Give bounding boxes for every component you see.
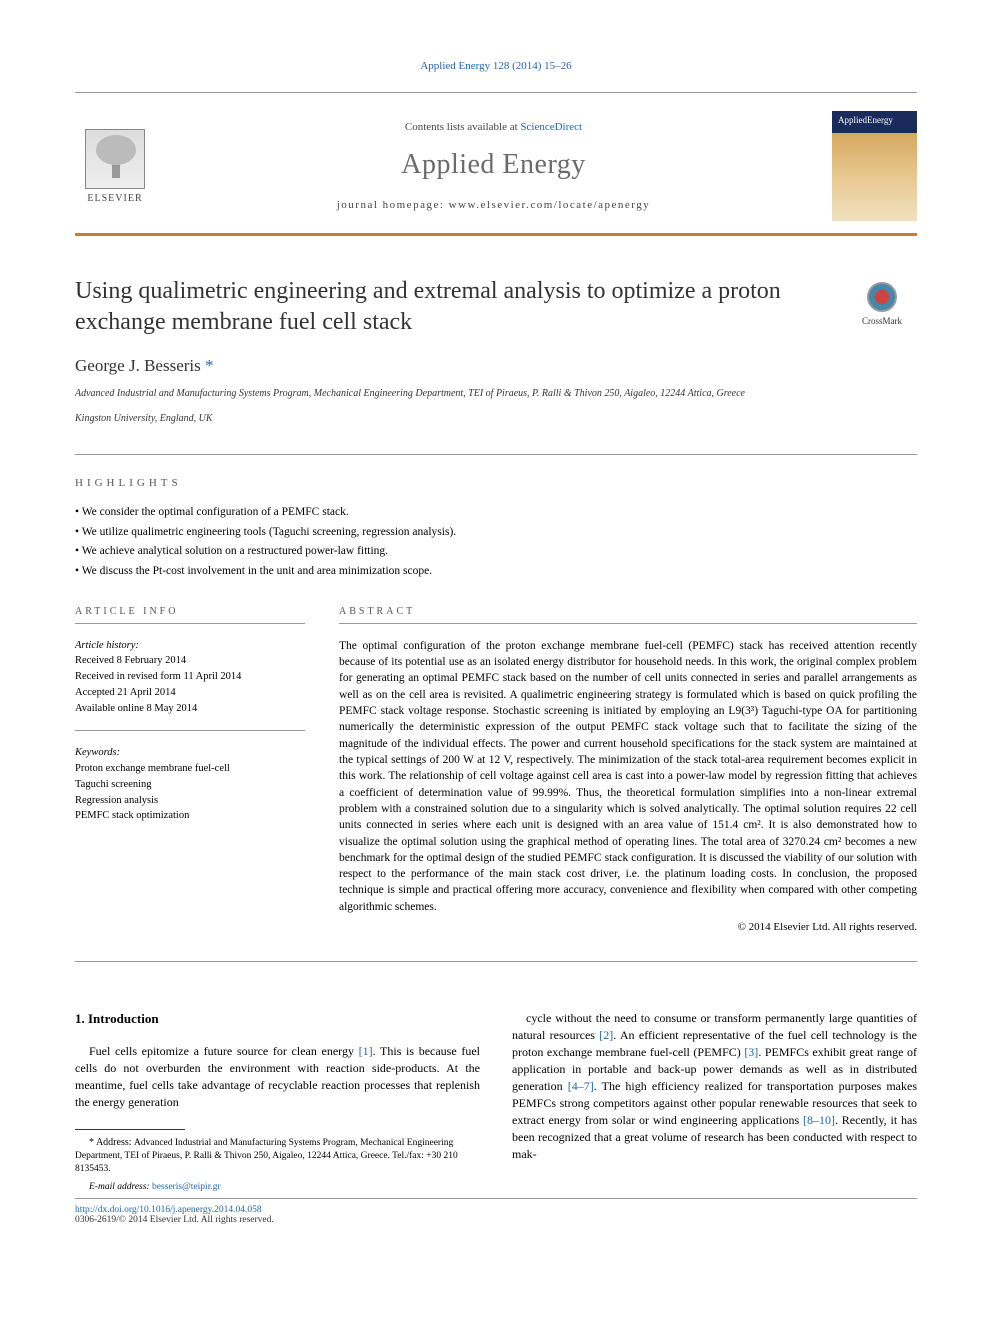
ref-link[interactable]: [8–10] bbox=[803, 1113, 835, 1127]
keyword-item: PEMFC stack optimization bbox=[75, 808, 305, 824]
abstract-copyright: © 2014 Elsevier Ltd. All rights reserved… bbox=[339, 921, 917, 933]
footnote-symbol: * Address: bbox=[89, 1137, 134, 1148]
keywords-block: Keywords: Proton exchange membrane fuel-… bbox=[75, 745, 305, 824]
author-name: George J. Besseris * bbox=[75, 356, 917, 376]
elsevier-logo[interactable]: ELSEVIER bbox=[75, 121, 155, 211]
keyword-item: Taguchi screening bbox=[75, 777, 305, 793]
highlight-item: We discuss the Pt-cost involvement in th… bbox=[75, 562, 917, 582]
author-email-link[interactable]: besseris@teipir.gr bbox=[152, 1182, 221, 1192]
footnote-separator bbox=[75, 1129, 185, 1130]
journal-cover-thumbnail[interactable]: AppliedEnergy bbox=[832, 111, 917, 221]
history-item: Received 8 February 2014 bbox=[75, 653, 305, 669]
section-heading: 1. Introduction bbox=[75, 1010, 480, 1028]
email-label: E-mail address: bbox=[89, 1182, 152, 1192]
email-line: E-mail address: besseris@teipir.gr bbox=[75, 1181, 480, 1194]
abstract-label: ABSTRACT bbox=[339, 606, 917, 624]
ref-link[interactable]: [4–7] bbox=[568, 1079, 594, 1093]
running-citation: Applied Energy 128 (2014) 15–26 bbox=[75, 60, 917, 72]
ref-link[interactable]: [2] bbox=[599, 1028, 613, 1042]
affiliation-line-2: Kingston University, England, UK bbox=[75, 411, 917, 426]
divider bbox=[75, 961, 917, 962]
body-column-right: cycle without the need to consume or tra… bbox=[512, 1010, 917, 1194]
author-text: George J. Besseris bbox=[75, 356, 201, 375]
issn-copyright: 0306-2619/© 2014 Elsevier Ltd. All right… bbox=[75, 1215, 917, 1225]
highlights-list: We consider the optimal configuration of… bbox=[75, 503, 917, 581]
highlight-item: We consider the optimal configuration of… bbox=[75, 503, 917, 523]
article-info-label: ARTICLE INFO bbox=[75, 606, 305, 624]
homepage-url[interactable]: www.elsevier.com/locate/apenergy bbox=[449, 199, 651, 211]
publisher-name: ELSEVIER bbox=[87, 193, 142, 204]
contents-prefix: Contents lists available at bbox=[405, 121, 520, 133]
article-title: Using qualimetric engineering and extrem… bbox=[75, 276, 795, 338]
body-paragraph: cycle without the need to consume or tra… bbox=[512, 1010, 917, 1163]
crossmark-icon bbox=[867, 282, 897, 312]
crossmark-badge[interactable]: CrossMark bbox=[847, 282, 917, 326]
history-item: Accepted 21 April 2014 bbox=[75, 685, 305, 701]
abstract-text: The optimal configuration of the proton … bbox=[339, 638, 917, 916]
history-item: Received in revised form 11 April 2014 bbox=[75, 669, 305, 685]
crossmark-label: CrossMark bbox=[847, 316, 917, 326]
history-item: Available online 8 May 2014 bbox=[75, 701, 305, 717]
highlight-item: We utilize qualimetric engineering tools… bbox=[75, 523, 917, 543]
corresponding-address: * Address: Advanced Industrial and Manuf… bbox=[75, 1136, 480, 1177]
ref-link[interactable]: [3] bbox=[744, 1045, 758, 1059]
page-footer: http://dx.doi.org/10.1016/j.apenergy.201… bbox=[75, 1198, 917, 1225]
contents-list-line: Contents lists available at ScienceDirec… bbox=[175, 121, 812, 133]
ref-link[interactable]: [1] bbox=[359, 1044, 373, 1058]
journal-homepage-line: journal homepage: www.elsevier.com/locat… bbox=[175, 199, 812, 211]
doi-link[interactable]: http://dx.doi.org/10.1016/j.apenergy.201… bbox=[75, 1205, 262, 1215]
corresponding-author-symbol: * bbox=[205, 356, 214, 375]
body-column-left: 1. Introduction Fuel cells epitomize a f… bbox=[75, 1010, 480, 1194]
sciencedirect-link[interactable]: ScienceDirect bbox=[520, 121, 582, 133]
highlights-label: HIGHLIGHTS bbox=[75, 477, 917, 489]
history-heading: Article history: bbox=[75, 638, 305, 654]
body-paragraph: Fuel cells epitomize a future source for… bbox=[75, 1043, 480, 1111]
cover-title: AppliedEnergy bbox=[838, 115, 893, 125]
keywords-heading: Keywords: bbox=[75, 745, 305, 761]
keyword-item: Proton exchange membrane fuel-cell bbox=[75, 761, 305, 777]
journal-name: Applied Energy bbox=[175, 149, 812, 181]
article-history: Article history: Received 8 February 201… bbox=[75, 638, 305, 732]
affiliation-line-1: Advanced Industrial and Manufacturing Sy… bbox=[75, 386, 917, 401]
homepage-prefix: journal homepage: bbox=[337, 199, 449, 211]
journal-header: ELSEVIER Contents lists available at Sci… bbox=[75, 92, 917, 236]
divider bbox=[75, 454, 917, 455]
elsevier-tree-icon bbox=[85, 129, 145, 189]
keyword-item: Regression analysis bbox=[75, 793, 305, 809]
highlight-item: We achieve analytical solution on a rest… bbox=[75, 542, 917, 562]
